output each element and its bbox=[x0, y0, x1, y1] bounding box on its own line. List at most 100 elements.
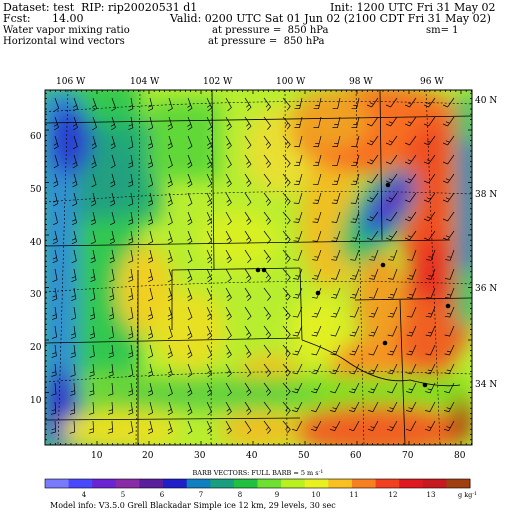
wind-barb bbox=[330, 306, 341, 318]
wind-barb bbox=[187, 401, 193, 416]
wind-barb bbox=[331, 173, 341, 185]
wind-barb bbox=[70, 306, 77, 320]
wind-barb bbox=[72, 154, 78, 169]
wind-barb bbox=[108, 325, 114, 339]
wind-barb bbox=[263, 401, 272, 415]
wind-barb bbox=[263, 287, 272, 301]
wind-barb bbox=[70, 382, 76, 396]
wind-barb bbox=[108, 344, 114, 358]
x-tick-80: 80 bbox=[454, 451, 466, 461]
wind-barb bbox=[263, 135, 272, 149]
wind-barb bbox=[292, 363, 303, 375]
x-tick-20: 20 bbox=[142, 451, 154, 461]
wind-barb bbox=[206, 192, 213, 207]
forecast-hour: 14.00 bbox=[52, 12, 84, 25]
wind-barb bbox=[444, 363, 455, 375]
init-time: Init: 1200 UTC Fri 31 May 02 bbox=[330, 1, 496, 14]
wind-barb bbox=[351, 154, 360, 166]
wind-barb bbox=[282, 325, 291, 339]
wind-barb bbox=[89, 325, 95, 339]
wind-barb bbox=[385, 173, 398, 184]
colorbar-swatch bbox=[351, 479, 376, 488]
field-level-mixing-ratio: at pressure = 850 hPa bbox=[212, 25, 329, 36]
wind-barb bbox=[442, 135, 455, 146]
wind-barb bbox=[292, 287, 303, 299]
wind-barb bbox=[206, 363, 213, 378]
wind-barb bbox=[109, 230, 115, 245]
wind-barb bbox=[206, 325, 213, 340]
wind-barb bbox=[292, 306, 303, 318]
wind-barb bbox=[206, 420, 213, 435]
wind-barb bbox=[225, 135, 232, 150]
y-tick-60: 60 bbox=[30, 132, 42, 142]
wind-barb bbox=[91, 173, 97, 188]
wind-barb bbox=[424, 420, 436, 432]
wind-barb bbox=[294, 97, 303, 110]
wind-barb bbox=[263, 211, 272, 225]
wind-barb bbox=[425, 382, 436, 394]
wind-barb bbox=[385, 97, 398, 108]
wind-barb bbox=[110, 116, 116, 131]
wind-barb bbox=[312, 268, 322, 280]
wind-barb bbox=[128, 154, 134, 169]
wind-barb bbox=[282, 420, 291, 434]
wind-barb bbox=[442, 173, 455, 184]
wind-barb bbox=[107, 420, 114, 434]
wind-barb bbox=[187, 97, 193, 112]
wind-barb bbox=[366, 192, 379, 203]
wind-barb bbox=[444, 306, 455, 318]
lon-label-104w: 104 W bbox=[130, 77, 160, 87]
wind-barb bbox=[263, 344, 272, 358]
wind-barb bbox=[387, 382, 398, 394]
wind-barb bbox=[110, 192, 116, 207]
wind-barb bbox=[404, 135, 417, 146]
wind-barb bbox=[225, 382, 232, 397]
wind-barb bbox=[206, 230, 213, 245]
colorbar-label-12: 12 bbox=[389, 491, 398, 499]
wind-barb bbox=[206, 154, 213, 169]
y-tick-30: 30 bbox=[30, 290, 42, 300]
wind-barb bbox=[206, 344, 213, 359]
wind-barb bbox=[187, 382, 193, 397]
wind-barb bbox=[128, 135, 134, 150]
wind-barb bbox=[445, 268, 455, 280]
wind-barb bbox=[53, 154, 59, 169]
lat-label-40n: 40 N bbox=[475, 96, 497, 106]
wind-barb bbox=[367, 420, 379, 432]
colorbar-label-10: 10 bbox=[312, 491, 321, 499]
colorbar-swatch bbox=[68, 479, 93, 488]
longitude-labels: 106 W 104 W 102 W 100 W 98 W 96 W bbox=[56, 77, 444, 87]
lon-label-102w: 102 W bbox=[203, 77, 233, 87]
y-tick-10: 10 bbox=[30, 396, 42, 406]
wind-barb bbox=[51, 325, 57, 339]
wind-barb bbox=[52, 211, 59, 226]
wind-barb bbox=[282, 363, 291, 377]
wind-barb bbox=[225, 420, 232, 435]
wind-barb bbox=[148, 192, 154, 207]
wind-barb bbox=[282, 173, 291, 187]
wind-barb bbox=[225, 192, 232, 207]
wind-barb bbox=[313, 116, 322, 129]
wind-barb bbox=[128, 249, 134, 264]
wind-barb bbox=[404, 116, 417, 127]
wind-barb bbox=[404, 154, 417, 165]
wind-barb bbox=[89, 344, 95, 358]
wind-barb bbox=[148, 420, 154, 435]
wind-barb bbox=[206, 173, 213, 188]
wind-barb bbox=[187, 344, 193, 359]
wind-barb bbox=[128, 230, 134, 245]
wind-barb bbox=[71, 287, 77, 302]
forecast-label: Fcst: bbox=[3, 12, 31, 25]
wind-barb bbox=[263, 420, 272, 434]
wind-barb bbox=[263, 325, 272, 339]
wind-barb bbox=[369, 268, 379, 280]
x-tick-10: 10 bbox=[91, 451, 103, 461]
wind-barb bbox=[282, 382, 291, 396]
wind-barb bbox=[349, 287, 360, 299]
wind-barb bbox=[109, 287, 115, 302]
wind-barb bbox=[442, 230, 455, 241]
wind-barb bbox=[90, 268, 96, 283]
wind-barb bbox=[206, 382, 213, 397]
wind-barb bbox=[225, 287, 232, 302]
wind-barb bbox=[366, 154, 379, 165]
